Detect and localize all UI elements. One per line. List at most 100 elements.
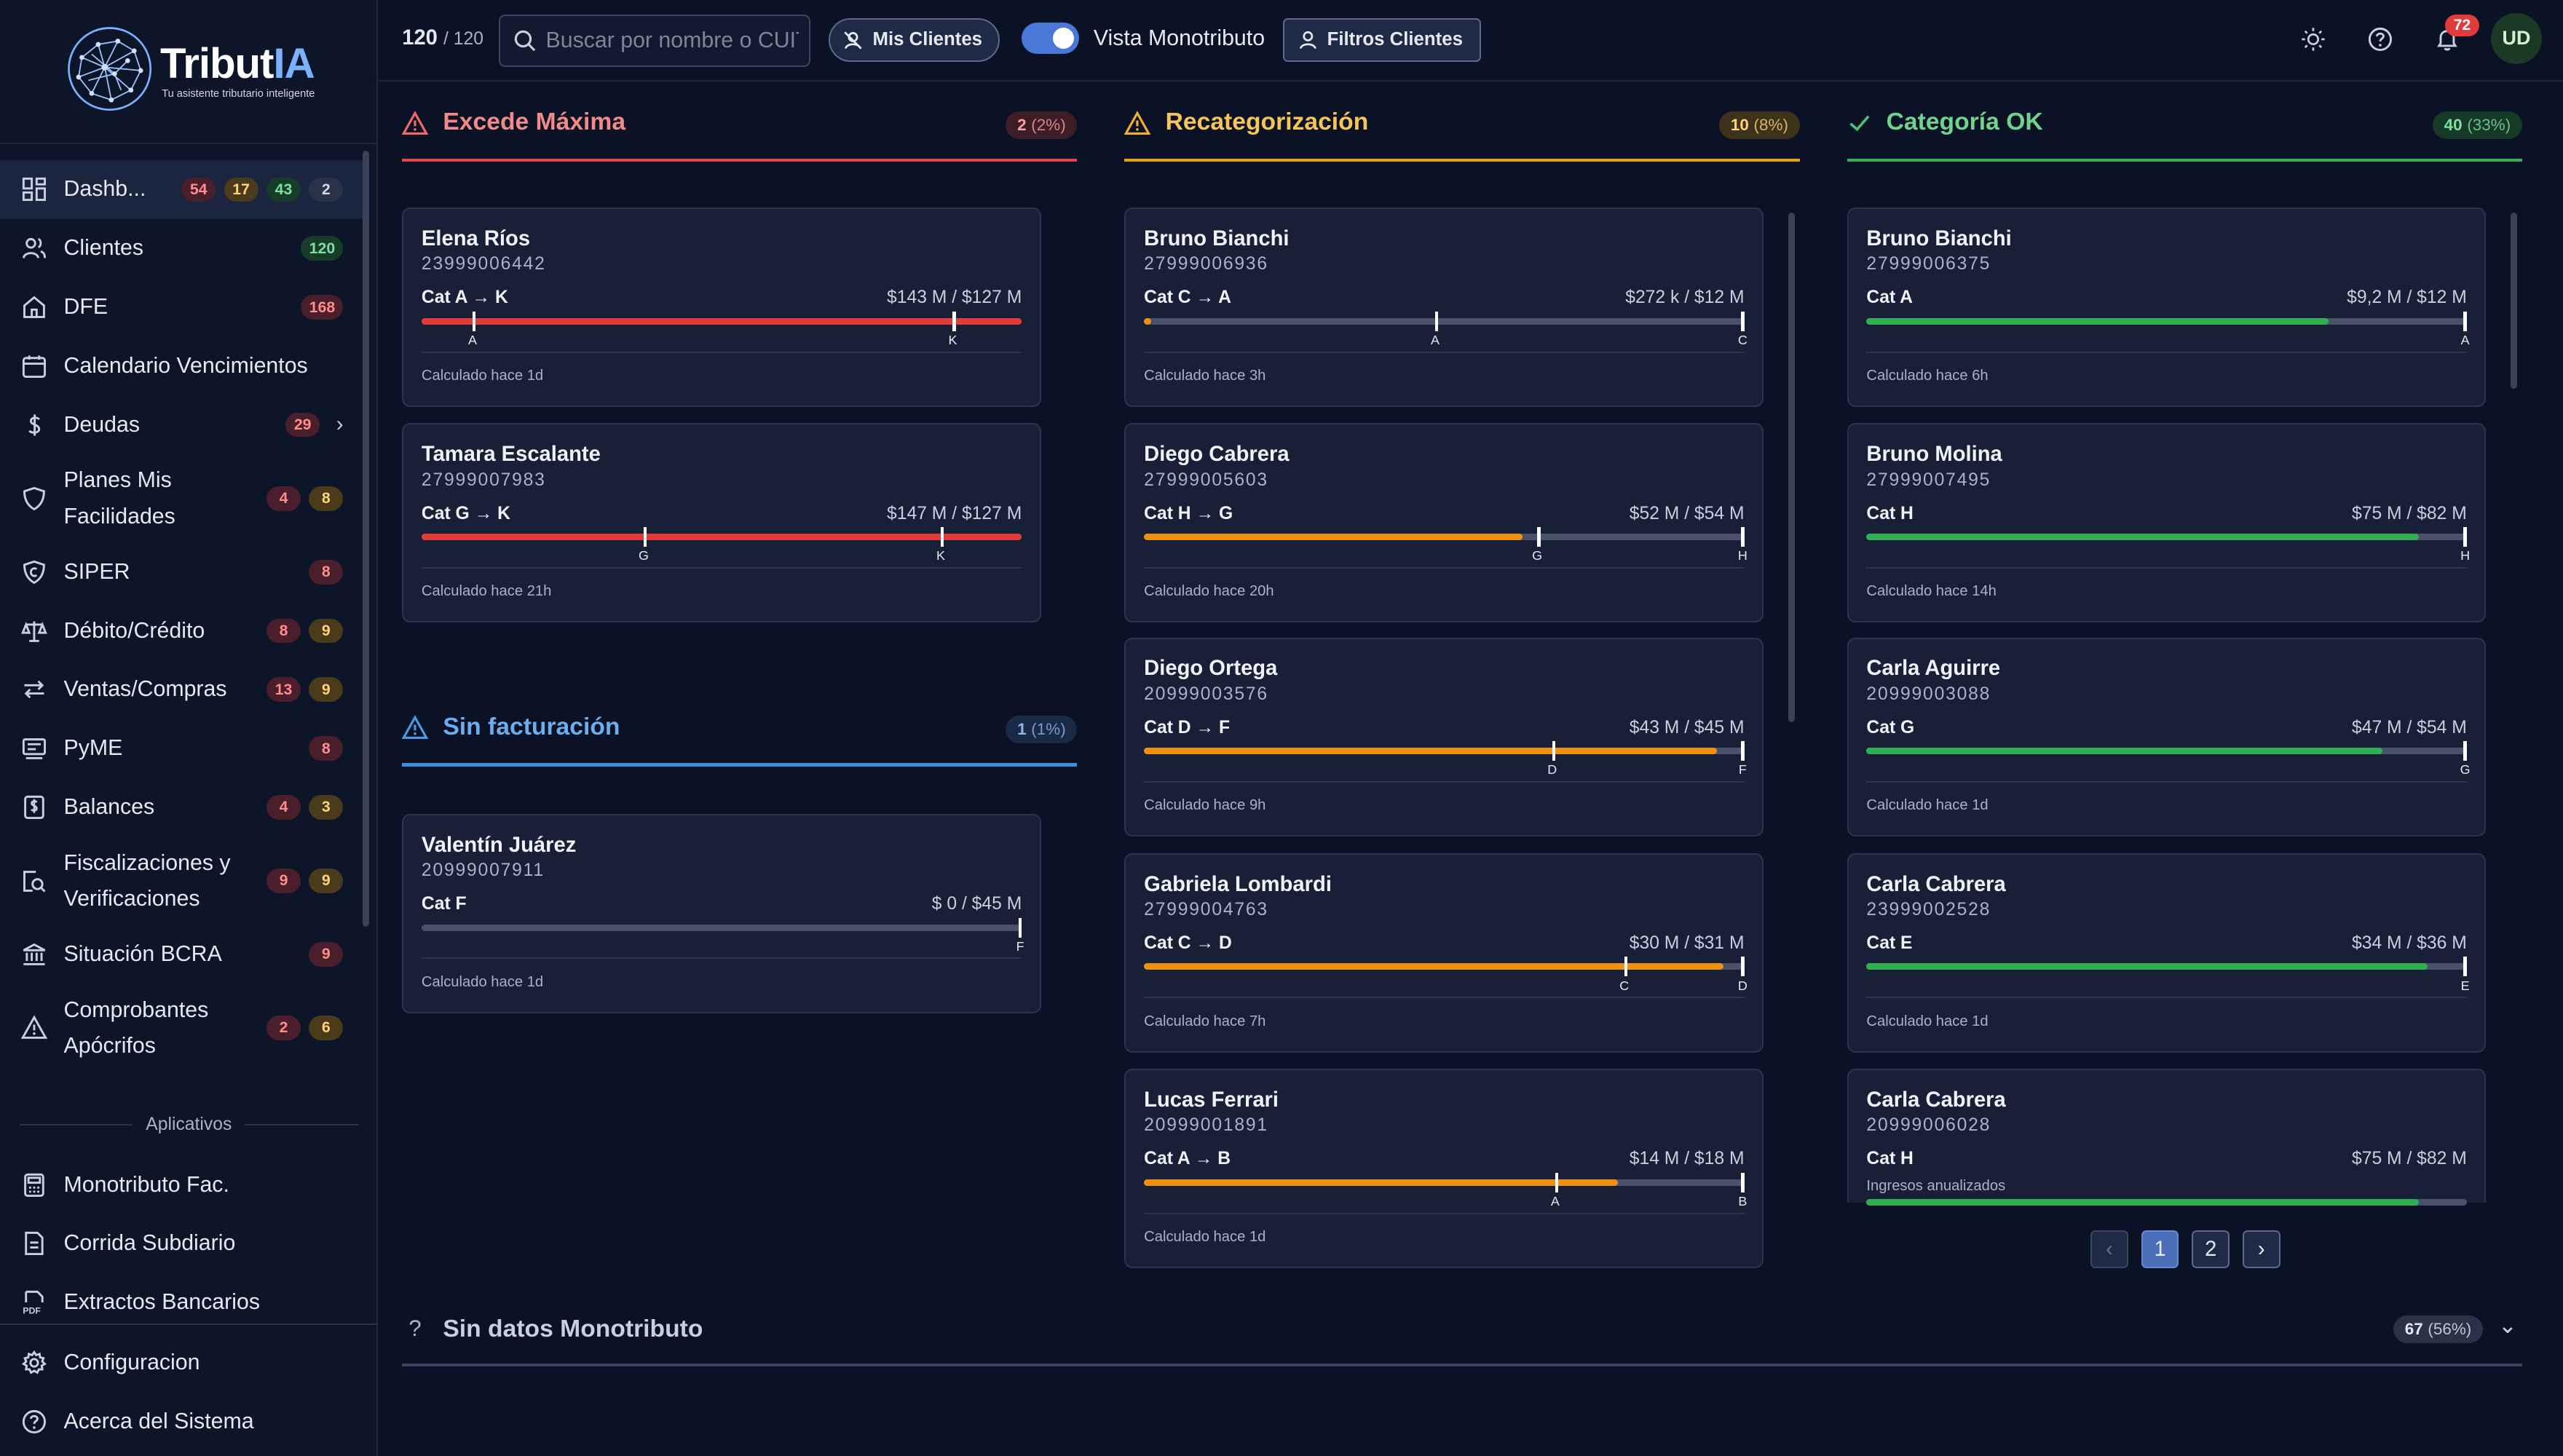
client-name: Valentín Juárez (421, 833, 577, 857)
sidebar-scrollbar[interactable] (363, 150, 370, 927)
client-card[interactable]: Carla Cabrera 20999006028 Cat H $75 M / $82… (1847, 1069, 2487, 1206)
sidebar-item-situacion-bcra[interactable]: Situación BCRA 9 (0, 925, 363, 984)
client-card[interactable]: Bruno Molina 27999007495 Cat H $75 M / $82 … (1847, 423, 2487, 623)
client-cuit: 20999003088 (1866, 684, 1991, 704)
client-card[interactable]: Valentín Juárez 20999007911 Cat F $ 0 / $45… (402, 813, 1041, 1013)
note-label: Ingresos anualizados (1866, 1177, 2006, 1194)
client-card[interactable]: Tamara Escalante 27999007983 Cat G → K $147… (402, 423, 1041, 623)
app-item-label: Monotributo Fac. (63, 1172, 229, 1197)
progress-fill (1144, 534, 1523, 540)
sidebar-item-debito-credito[interactable]: Débito/Crédito 8 9 (0, 601, 363, 660)
mis-clientes-button[interactable]: Mis Clientes (829, 17, 1000, 63)
chevron-right-icon[interactable]: › (336, 413, 344, 437)
vista-monotributo-toggle[interactable] (1022, 23, 1079, 55)
category-tick-label: F (1738, 762, 1747, 778)
sidebar-item-fiscalizaciones-y-verificaciones[interactable]: Fiscalizaciones y Verificaciones 9 9 (0, 836, 363, 925)
app-item-label: Extractos Bancarios (63, 1290, 260, 1315)
sidebar-item-label: Deudas (63, 412, 140, 437)
sidebar-item-siper[interactable]: SIPER 8 (0, 542, 363, 601)
search-input[interactable] (545, 28, 799, 54)
page-1-button[interactable]: 1 (2141, 1230, 2179, 1269)
app-item-corrida-subdiario[interactable]: Corrida Subdiario (0, 1214, 378, 1273)
help-icon[interactable] (2362, 21, 2398, 57)
progress-bar (1866, 1199, 2467, 1206)
dollar-icon (20, 410, 49, 439)
next-page-button[interactable]: › (2242, 1230, 2280, 1269)
ok-scrollbar[interactable] (2511, 212, 2518, 389)
calculated-label: Calculado hace 1d (421, 957, 1022, 990)
sidebar-item-dfe[interactable]: DFE 168 (0, 278, 363, 337)
sidebar-item-planes-mis-facilidades[interactable]: Planes Mis Facilidades 4 8 (0, 454, 363, 542)
client-card[interactable]: Lucas Ferrari 20999001891 Cat A → B $14 M /… (1124, 1069, 1764, 1269)
calculated-label: Calculado hace 1d (1866, 781, 2467, 814)
sidebar-item-balances[interactable]: Balances 4 3 (0, 778, 363, 837)
client-name: Lucas Ferrari (1144, 1088, 1279, 1112)
client-card[interactable]: Gabriela Lombardi 27999004763 Cat C → D $30… (1124, 852, 1764, 1053)
category-tick (2463, 957, 2467, 977)
sidebar-item-configuracion[interactable]: Configuracion (0, 1334, 378, 1393)
category-label: Cat H → G (1144, 503, 1233, 523)
sidebar-badges: 8 (309, 559, 344, 585)
sidebar-item-label: Situación BCRA (63, 941, 222, 966)
client-card[interactable]: Diego Cabrera 27999005603 Cat H → G $52 M /… (1124, 423, 1764, 623)
client-cuit: 20999007911 (421, 860, 545, 881)
filtros-clientes-button[interactable]: Filtros Clientes (1283, 17, 1481, 63)
category-label: Cat C → A (1144, 288, 1231, 308)
client-cuit: 27999007983 (421, 470, 546, 490)
app-item-extractos-bancarios[interactable]: PDF Extractos Bancarios (0, 1273, 378, 1332)
sidebar-item-label: Dashb... (63, 177, 146, 202)
avatar[interactable]: UD (2491, 12, 2542, 64)
sidebar-item-deudas[interactable]: Deudas 29 › (0, 395, 363, 454)
progress-bar: F (421, 917, 1024, 954)
chevron-down-icon[interactable]: ⌄ (2497, 1312, 2518, 1338)
category-tick (2463, 311, 2467, 331)
client-card[interactable]: Diego Ortega 20999003576 Cat D → F $43 M / … (1124, 637, 1764, 837)
category-tick-label: H (1737, 548, 1748, 563)
sidebar-item-pyme[interactable]: PyME 8 (0, 719, 363, 778)
calculated-label: Calculado hace 14h (1866, 566, 2467, 600)
page-2-button[interactable]: 2 (2192, 1230, 2230, 1269)
sidebar-item-clientes[interactable]: Clientes 120 (0, 219, 363, 278)
sin-datos-section[interactable]: ? Sin datos Monotributo 67 (56%) ⌄ (402, 1297, 2522, 1366)
category-label: Cat A (1866, 288, 1913, 308)
users-icon (20, 234, 49, 263)
count-badge: 9 (266, 869, 301, 893)
category-label: Cat G → K (421, 503, 510, 523)
count-badge: 29 (285, 412, 320, 438)
count-badge: 2 (266, 1016, 301, 1040)
client-card[interactable]: Carla Cabrera 23999002528 Cat E $34 M / $36… (1847, 852, 2487, 1053)
category-label: Cat F (421, 894, 467, 914)
amount-label: $147 M / $127 M (887, 503, 1022, 523)
calc-icon (20, 1170, 49, 1199)
sidebar-item-comprobantes-apocrifos[interactable]: Comprobantes Apócrifos 2 6 (0, 984, 363, 1072)
theme-sun-icon[interactable] (2295, 21, 2331, 57)
client-cuit: 20999001891 (1144, 1115, 1268, 1136)
client-cuit: 27999006375 (1866, 254, 1991, 274)
client-card[interactable]: Elena Ríos 23999006442 Cat A → K $143 M / $… (402, 207, 1041, 407)
progress-fill (421, 534, 1022, 540)
logo[interactable]: TributIA Tu asistente tributario intelig… (0, 0, 376, 144)
client-card[interactable]: Bruno Bianchi 27999006936 Cat C → A $272 k … (1124, 207, 1764, 407)
sidebar-item-ventas-compras[interactable]: Ventas/Compras 13 9 (0, 660, 363, 719)
sidebar-item-calendario-vencimientos[interactable]: Calendario Vencimientos (0, 336, 363, 395)
calculated-label: Calculado hace 1d (1144, 1212, 1745, 1246)
client-card[interactable]: Carla Aguirre 20999003088 Cat G $47 M / $54… (1847, 637, 2487, 837)
prev-page-button[interactable]: ‹ (2090, 1230, 2128, 1269)
count-badge: 9 (309, 942, 344, 967)
client-card[interactable]: Bruno Bianchi 27999006375 Cat A $9,2 M / $1… (1847, 207, 2487, 407)
sidebar-item-dashb[interactable]: Dashb... 54 17 43 2 (0, 160, 363, 219)
recat-scrollbar[interactable] (1788, 212, 1795, 723)
category-tick (1434, 311, 1439, 331)
sidebar-item-label: PyME (63, 736, 123, 761)
doc-icon (20, 1229, 49, 1258)
client-name: Tamara Escalante (421, 443, 601, 467)
category-tick-label: G (1532, 548, 1543, 563)
sidebar-item-acerca-del-sistema[interactable]: Acerca del Sistema (0, 1392, 378, 1451)
search-box[interactable] (498, 15, 811, 68)
app-item-monotributo-fac[interactable]: Monotributo Fac. (0, 1155, 378, 1214)
category-tick-label: D (1737, 978, 1748, 993)
